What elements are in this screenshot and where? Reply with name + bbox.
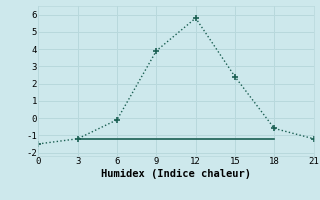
X-axis label: Humidex (Indice chaleur): Humidex (Indice chaleur) bbox=[101, 169, 251, 179]
